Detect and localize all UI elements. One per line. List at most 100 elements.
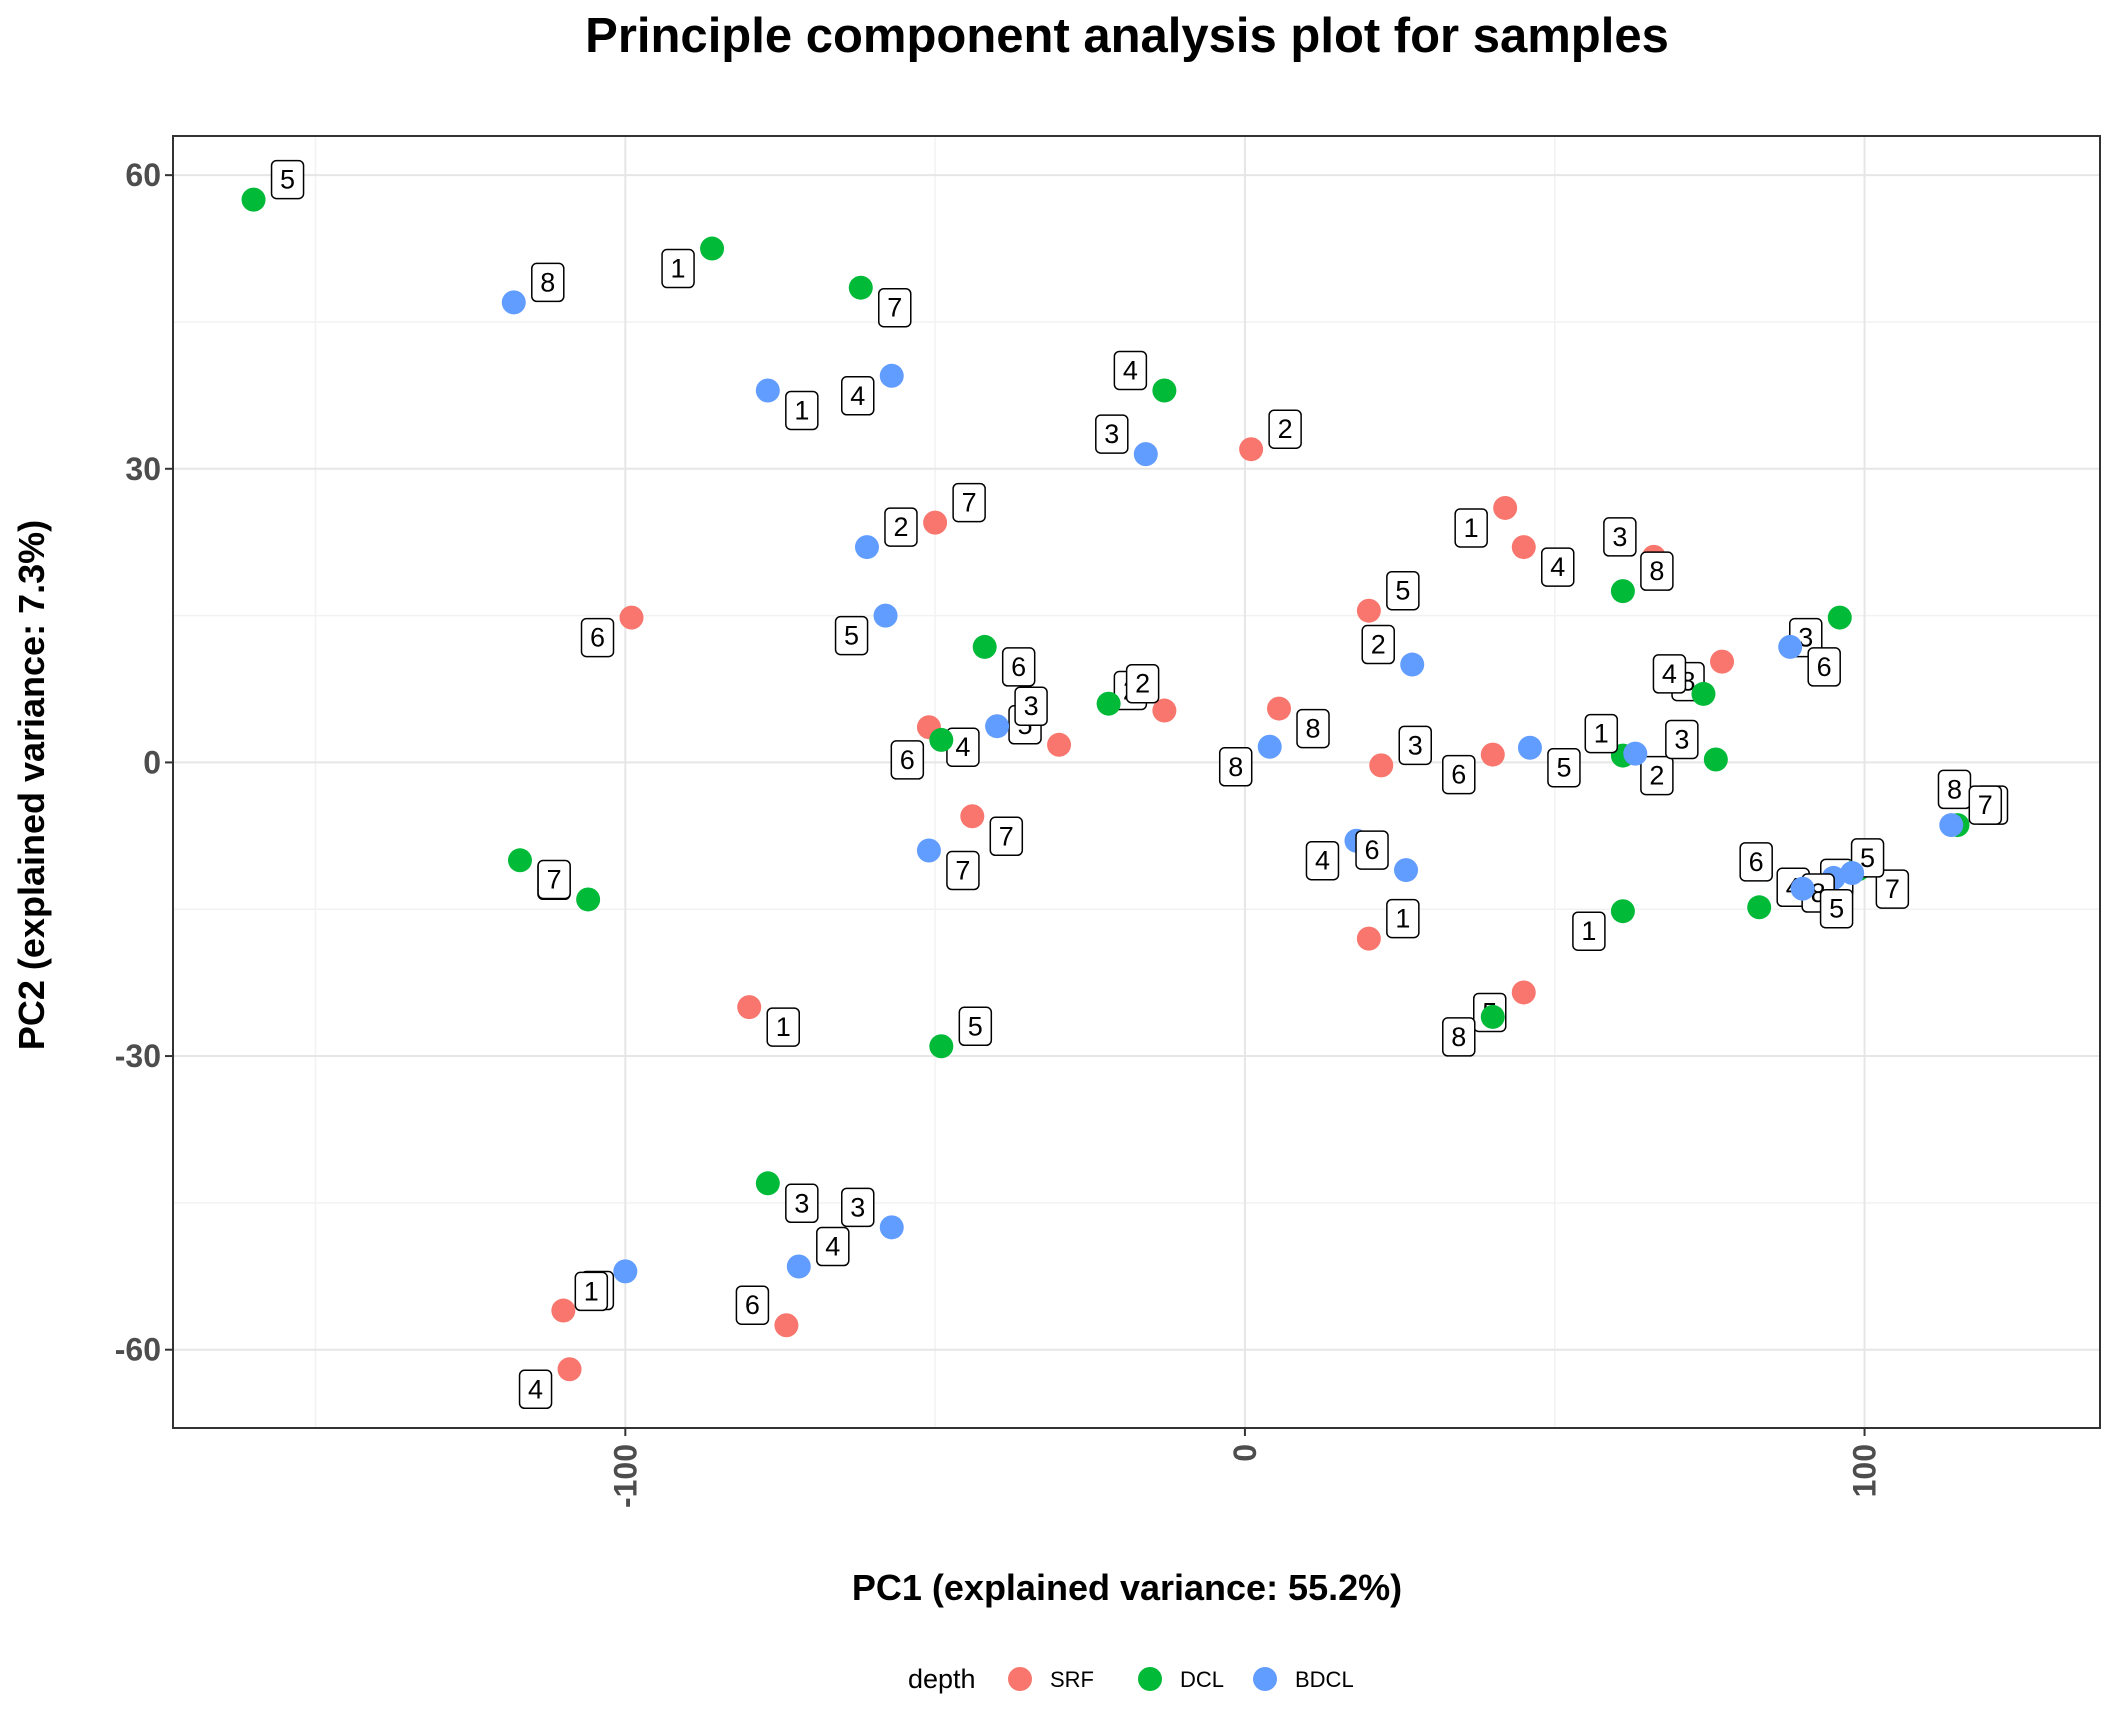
point-label-text: 8 bbox=[1451, 1022, 1466, 1052]
point-label-text: 6 bbox=[1451, 760, 1466, 790]
data-point bbox=[1480, 742, 1505, 767]
point-label: 5 bbox=[1819, 888, 1854, 929]
point-label-text: 5 bbox=[1556, 753, 1571, 783]
point-label: 7 bbox=[989, 816, 1024, 857]
point-label-text: 2 bbox=[1649, 761, 1664, 791]
data-point bbox=[1257, 734, 1282, 759]
point-label-text: 3 bbox=[850, 1192, 865, 1222]
point-label-text: 8 bbox=[1947, 774, 1962, 804]
point-label-text: 6 bbox=[1365, 835, 1380, 865]
point-label-text: 7 bbox=[887, 293, 902, 323]
legend-key bbox=[1008, 1667, 1032, 1691]
point-label-box bbox=[890, 740, 925, 780]
point-label: 6 bbox=[1807, 647, 1841, 687]
data-point bbox=[1511, 535, 1536, 560]
data-point bbox=[916, 838, 941, 863]
data-point bbox=[1480, 1004, 1505, 1029]
data-point bbox=[1394, 858, 1419, 883]
x-tick-label: 0 bbox=[1227, 1444, 1263, 1462]
point-label-text: 1 bbox=[1581, 916, 1596, 946]
point-label-text: 3 bbox=[794, 1188, 809, 1218]
legend-key bbox=[1138, 1667, 1162, 1691]
point-label: 7 bbox=[1875, 869, 1910, 909]
point-label-text: 6 bbox=[1011, 652, 1026, 682]
point-label: 6 bbox=[890, 740, 925, 780]
point-label-box bbox=[958, 1006, 993, 1047]
data-point bbox=[774, 1313, 799, 1338]
point-label: 7 bbox=[878, 287, 912, 328]
data-point bbox=[501, 290, 526, 315]
point-label-text: 6 bbox=[745, 1290, 760, 1320]
point-label: 6 bbox=[1355, 830, 1389, 870]
point-label-box bbox=[1386, 898, 1420, 939]
point-label: 1 bbox=[1584, 713, 1619, 754]
data-point bbox=[1747, 895, 1772, 920]
data-point bbox=[737, 995, 762, 1020]
point-label-text: 3 bbox=[1612, 522, 1627, 552]
point-label-box bbox=[878, 287, 912, 328]
point-label: 4 bbox=[841, 376, 875, 416]
data-point bbox=[960, 804, 985, 829]
data-point bbox=[1517, 735, 1542, 760]
point-label: 8 bbox=[1937, 769, 1972, 810]
data-point bbox=[700, 236, 725, 261]
plot-panel-border bbox=[172, 135, 2101, 1429]
point-label: 3 bbox=[841, 1187, 875, 1228]
data-point bbox=[613, 1259, 638, 1284]
point-label-text: 1 bbox=[584, 1276, 599, 1306]
data-point bbox=[1511, 980, 1536, 1005]
point-label-text: 1 bbox=[1395, 904, 1410, 934]
plot-panel-background bbox=[173, 136, 2100, 1428]
legend-item-bdcl: BDCL bbox=[1253, 1667, 1354, 1692]
data-point bbox=[929, 727, 954, 752]
point-label-text: 6 bbox=[900, 745, 915, 775]
point-label: 8 bbox=[1442, 1017, 1476, 1057]
point-label: 2 bbox=[884, 507, 918, 547]
point-label: 3 bbox=[1603, 517, 1637, 557]
point-label: 3 bbox=[1789, 617, 1823, 658]
point-label-box bbox=[735, 1285, 770, 1325]
point-label-box bbox=[785, 1183, 819, 1224]
point-label-text: 7 bbox=[962, 488, 977, 518]
point-label-text: 6 bbox=[1817, 652, 1832, 682]
point-label-text: 3 bbox=[1408, 730, 1423, 760]
point-label-box bbox=[766, 1007, 800, 1047]
point-label-text: 4 bbox=[825, 1232, 840, 1262]
y-tick-label: 60 bbox=[125, 157, 161, 193]
point-label-box bbox=[1386, 570, 1420, 611]
point-label-text: 4 bbox=[528, 1374, 543, 1404]
point-label: 3 bbox=[785, 1183, 819, 1224]
point-label-box bbox=[816, 1226, 850, 1267]
data-point bbox=[873, 603, 898, 628]
data-point bbox=[1356, 598, 1381, 623]
point-label-box bbox=[1398, 725, 1432, 766]
point-label: 4 bbox=[946, 727, 980, 767]
point-label-box bbox=[1572, 911, 1606, 951]
x-axis-ticks: -100 0 100 bbox=[607, 1428, 1883, 1508]
point-label: 6 bbox=[735, 1285, 770, 1325]
point-label-box bbox=[946, 850, 980, 891]
point-label-text: 3 bbox=[1674, 724, 1689, 754]
point-label: 6 bbox=[1739, 842, 1773, 882]
point-label-text: 5 bbox=[844, 621, 859, 651]
data-point bbox=[551, 1298, 576, 1323]
legend-label: DCL bbox=[1180, 1667, 1224, 1692]
point-label-box bbox=[1603, 517, 1637, 557]
point-label-box bbox=[1665, 719, 1699, 760]
plot-points: 2143588276453678151634517483642623857641… bbox=[241, 159, 2009, 1410]
point-label-text: 2 bbox=[1135, 669, 1150, 699]
point-label: 5 bbox=[834, 615, 869, 656]
x-axis-title: PC1 (explained variance: 55.2%) bbox=[852, 1567, 1402, 1608]
point-label-box bbox=[1875, 869, 1910, 909]
data-point bbox=[1133, 442, 1158, 467]
data-point bbox=[1400, 652, 1425, 677]
point-label-text: 4 bbox=[850, 381, 865, 411]
y-tick-label: 30 bbox=[125, 451, 161, 487]
data-point bbox=[755, 378, 780, 403]
data-point bbox=[972, 634, 997, 659]
point-label: 5 bbox=[1386, 570, 1420, 611]
point-label-box bbox=[884, 507, 918, 547]
point-label-text: 5 bbox=[1829, 894, 1844, 924]
y-tick-label: -60 bbox=[115, 1332, 161, 1368]
